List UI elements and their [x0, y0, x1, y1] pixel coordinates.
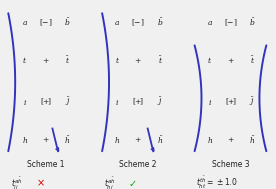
Text: $t$: $t$ [115, 56, 120, 65]
Text: $\bar{h}$: $\bar{h}$ [249, 134, 256, 146]
Text: $t^{a\bar{h}}_{hj}$: $t^{a\bar{h}}_{hj}$ [104, 175, 115, 189]
Text: $+$: $+$ [227, 56, 234, 65]
Text: $+$: $+$ [42, 135, 49, 144]
Text: $\checkmark$: $\checkmark$ [128, 178, 137, 188]
Text: $\bar{j}$: $\bar{j}$ [65, 96, 71, 108]
Text: $i$: $i$ [23, 98, 27, 107]
Text: $a$: $a$ [207, 19, 213, 27]
Text: $t$: $t$ [22, 56, 27, 65]
Text: $h$: $h$ [207, 135, 213, 145]
Text: $[\!\!+\!\!]$: $[\!\!+\!\!]$ [132, 97, 144, 107]
Text: $t$: $t$ [207, 56, 212, 65]
Text: $\bar{t}$: $\bar{t}$ [65, 55, 70, 66]
Text: $\bar{b}$: $\bar{b}$ [64, 17, 71, 28]
Text: $t^{t\bar{h}}_{ht} = \pm 1.0$: $t^{t\bar{h}}_{ht} = \pm 1.0$ [196, 175, 238, 189]
Text: $[-]$: $[-]$ [39, 18, 52, 28]
Text: $\bar{h}$: $\bar{h}$ [157, 134, 163, 146]
Text: $t^{a\bar{h}}_{ij}$: $t^{a\bar{h}}_{ij}$ [11, 175, 23, 189]
Text: $h$: $h$ [22, 135, 28, 145]
Text: Scheme 3: Scheme 3 [212, 160, 249, 169]
Text: $+$: $+$ [134, 56, 142, 65]
Text: Scheme 1: Scheme 1 [27, 160, 64, 169]
Text: $+$: $+$ [134, 135, 142, 144]
Text: $[-]$: $[-]$ [224, 18, 237, 28]
Text: $i$: $i$ [208, 98, 212, 107]
Text: $\bar{b}$: $\bar{b}$ [249, 17, 256, 28]
Text: $\bar{b}$: $\bar{b}$ [157, 17, 163, 28]
Text: $\bar{t}$: $\bar{t}$ [158, 55, 163, 66]
Text: $a$: $a$ [114, 19, 120, 27]
Text: $\bar{j}$: $\bar{j}$ [250, 96, 256, 108]
Text: $i$: $i$ [115, 98, 119, 107]
Text: $h$: $h$ [114, 135, 120, 145]
Text: Scheme 2: Scheme 2 [119, 160, 157, 169]
Text: $\times$: $\times$ [36, 178, 44, 188]
Text: $[\!\!+\!\!]$: $[\!\!+\!\!]$ [225, 97, 236, 107]
Text: $[\!\!+\!\!]$: $[\!\!+\!\!]$ [40, 97, 51, 107]
Text: $+$: $+$ [227, 135, 234, 144]
Text: $\bar{j}$: $\bar{j}$ [157, 96, 163, 108]
Text: $+$: $+$ [42, 56, 49, 65]
Text: $\bar{t}$: $\bar{t}$ [250, 55, 255, 66]
Text: $\bar{h}$: $\bar{h}$ [64, 134, 71, 146]
Text: $a$: $a$ [22, 19, 28, 27]
Text: $[-]$: $[-]$ [131, 18, 145, 28]
